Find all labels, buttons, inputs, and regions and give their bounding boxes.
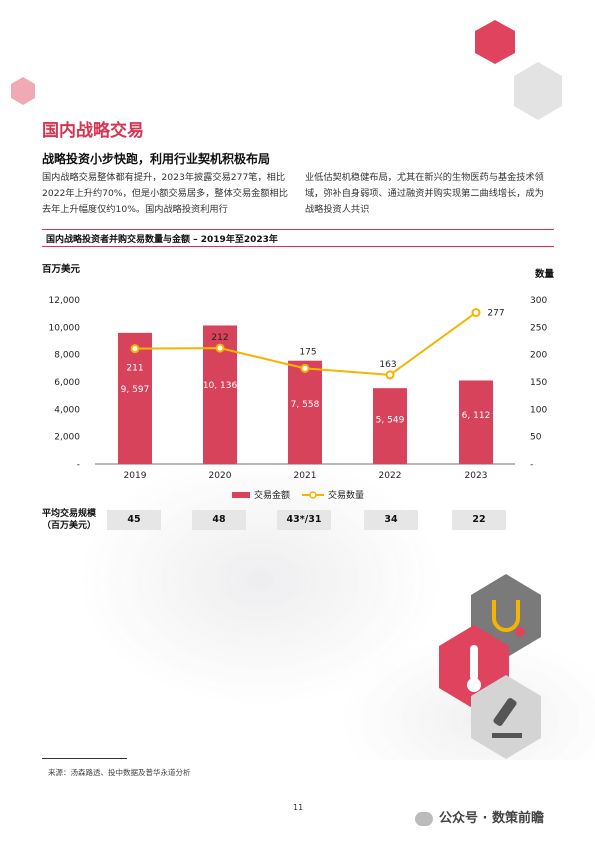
left-tick-label: - [77, 460, 80, 470]
avg-deal-label-line2: （百万美元） [42, 521, 97, 531]
legend-label-count: 交易数量 [328, 489, 364, 500]
line-value-label: 212 [211, 333, 228, 343]
source-divider [42, 758, 127, 759]
right-tick-label: 150 [530, 378, 547, 388]
decor-hexagon-red [475, 20, 515, 64]
right-tick-label: - [530, 460, 533, 470]
right-axis-title: 数量 [535, 269, 555, 280]
bar-2019 [118, 332, 152, 464]
left-tick-label: 12,000 [49, 296, 81, 306]
page-number: 11 [293, 803, 304, 812]
left-tick-label: 4,000 [54, 405, 80, 415]
x-tick-label: 2023 [465, 471, 488, 481]
bar-value-label: 9, 597 [121, 385, 150, 395]
bar-value-label: 5, 549 [376, 415, 405, 425]
bar-2021 [288, 360, 322, 464]
x-tick-label: 2019 [124, 471, 147, 481]
page-title: 国内战略交易 [42, 121, 144, 141]
chart-title-bar: 国内战略投资者并购交易数量与金额 – 2019年至2023年 [42, 229, 554, 247]
left-axis-title: 百万美元 [42, 264, 81, 275]
avg-deal-2022: 34 [364, 510, 418, 530]
paragraph-left: 国内战略交易整体都有提升，2023年披露交易277笔，相比2022年上升约70%… [42, 172, 288, 215]
source-note: 来源：汤森路透、投中数据及普华永道分析 [48, 768, 191, 777]
line-point-2022 [385, 370, 395, 380]
left-tick-label: 2,000 [54, 433, 80, 443]
left-tick-label: 8,000 [54, 351, 80, 361]
chart-title: 国内战略投资者并购交易数量与金额 – 2019年至2023年 [46, 235, 278, 245]
right-tick-label: 100 [530, 405, 547, 415]
legend-marker-count [309, 491, 317, 499]
right-tick-label: 300 [530, 296, 547, 306]
line-point-2019 [130, 344, 140, 354]
right-tick-label: 250 [530, 323, 547, 333]
line-value-label: 175 [299, 347, 316, 357]
line-point-2023 [471, 308, 481, 318]
bar-value-label: 6, 112 [462, 411, 491, 421]
left-tick-label: 6,000 [54, 378, 80, 388]
line-point-2021 [300, 363, 310, 373]
line-point-2020 [215, 343, 225, 353]
paragraph-right: 业低估契机稳健布局，尤其在新兴的生物医药与基金技术领域，弥补自身弱项、通过融资并… [305, 172, 544, 215]
avg-deal-2023: 22 [452, 510, 506, 530]
x-tick-label: 2020 [209, 471, 232, 481]
decor-hexagon-grey [514, 62, 562, 120]
right-tick-label: 200 [530, 351, 547, 361]
avg-deal-label: 平均交易规模 （百万美元） [42, 508, 96, 532]
bar-value-label: 10, 136 [203, 381, 238, 391]
line-value-label: 163 [379, 360, 396, 370]
decor-hexagon-pink [11, 77, 35, 105]
avg-deal-label-line1: 平均交易规模 [42, 509, 97, 519]
x-tick-label: 2021 [294, 471, 317, 481]
watermark-text: 公众号 · 数策前瞻 [439, 811, 544, 826]
combo-chart: 12,000 10,000 8,000 6,000 4,000 2,000 - 300 250 2… [49, 296, 548, 500]
wechat-icon [415, 811, 433, 826]
line-value-label: 277 [487, 309, 504, 319]
bar-value-label: 7, 558 [291, 400, 320, 410]
watermark: 公众号 · 数策前瞻 [415, 807, 544, 826]
x-tick-label: 2022 [379, 471, 402, 481]
legend-swatch-amount [232, 492, 250, 498]
avg-deal-2019: 45 [107, 510, 161, 530]
right-tick-label: 50 [530, 433, 542, 443]
section-subtitle: 战略投资小步快跑，利用行业契机积极布局 [42, 152, 271, 166]
left-tick-label: 10,000 [49, 323, 81, 333]
legend-label-amount: 交易金额 [254, 489, 290, 500]
bar-2023 [459, 380, 493, 464]
bar-2022 [373, 388, 407, 464]
avg-deal-2020: 48 [192, 510, 246, 530]
avg-deal-2021: 43*/31 [277, 510, 331, 530]
line-value-label: 211 [126, 364, 143, 374]
microscope-hexagon-icon [471, 675, 541, 759]
